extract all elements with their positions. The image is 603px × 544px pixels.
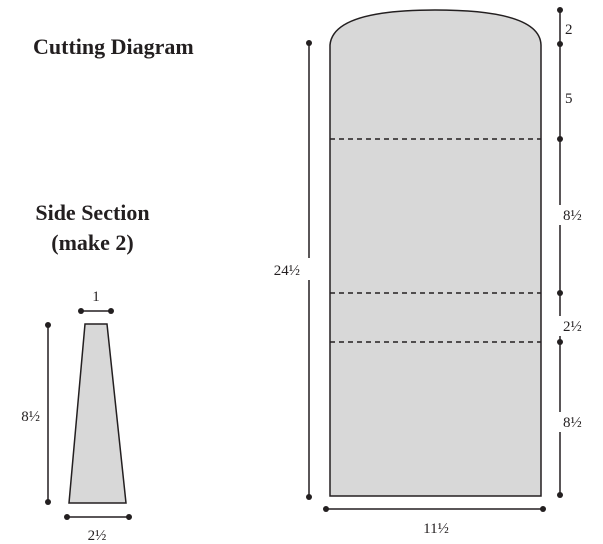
segment-label-1: 2 xyxy=(565,22,573,38)
segment-label-5: 8½ xyxy=(563,415,582,431)
main-panel-shape xyxy=(329,9,542,497)
side-section-title-line1: Side Section xyxy=(35,200,150,225)
side-height-end-top xyxy=(45,322,51,328)
side-bottom-width-end-left xyxy=(64,514,70,520)
cutting-diagram-title: Cutting Diagram xyxy=(33,34,194,59)
main-height-end-bottom xyxy=(306,494,312,500)
side-section-title-line2: (make 2) xyxy=(51,230,134,255)
main-height-label: 24½ xyxy=(274,263,300,279)
side-section-title: Side Section (make 2) xyxy=(10,198,175,258)
main-height-label-bg xyxy=(286,258,314,280)
segment-tick-4 xyxy=(557,339,563,345)
main-height-end-top xyxy=(306,40,312,46)
main-width-end-right xyxy=(540,506,546,512)
side-bottom-width-label: 2½ xyxy=(88,528,107,544)
segment-label-4: 2½ xyxy=(563,319,582,335)
segment-label-bg-3 xyxy=(559,205,589,225)
side-top-width-label: 1 xyxy=(92,289,100,305)
segment-label-bg-4 xyxy=(559,316,589,336)
main-width-end-left xyxy=(323,506,329,512)
side-height-label: 8½ xyxy=(21,409,40,425)
main-panel xyxy=(329,9,542,497)
side-top-width-end-left xyxy=(78,308,84,314)
segment-tick-2 xyxy=(557,136,563,142)
segment-label-3: 8½ xyxy=(563,208,582,224)
segment-tick-0 xyxy=(557,7,563,13)
side-top-width-end-right xyxy=(108,308,114,314)
segment-tick-1 xyxy=(557,41,563,47)
side-section-shape xyxy=(68,323,127,504)
side-bottom-width-end-right xyxy=(126,514,132,520)
segment-label-bg-5 xyxy=(559,412,589,432)
segment-label-2: 5 xyxy=(565,91,573,107)
main-width-label: 11½ xyxy=(423,521,449,537)
segment-tick-3 xyxy=(557,290,563,296)
segment-label-bg-2 xyxy=(562,88,576,108)
segment-dimension: 2 5 8½ 2½ 8½ xyxy=(557,7,589,498)
side-height-end-bottom xyxy=(45,499,51,505)
main-width-dimension: 11½ xyxy=(323,506,546,537)
segment-label-bg-1 xyxy=(562,19,576,39)
main-height-dimension: 24½ xyxy=(274,40,314,500)
side-section: 1 8½ 2½ xyxy=(12,289,132,544)
segment-tick-5 xyxy=(557,492,563,498)
side-height-label-bg xyxy=(12,405,44,425)
